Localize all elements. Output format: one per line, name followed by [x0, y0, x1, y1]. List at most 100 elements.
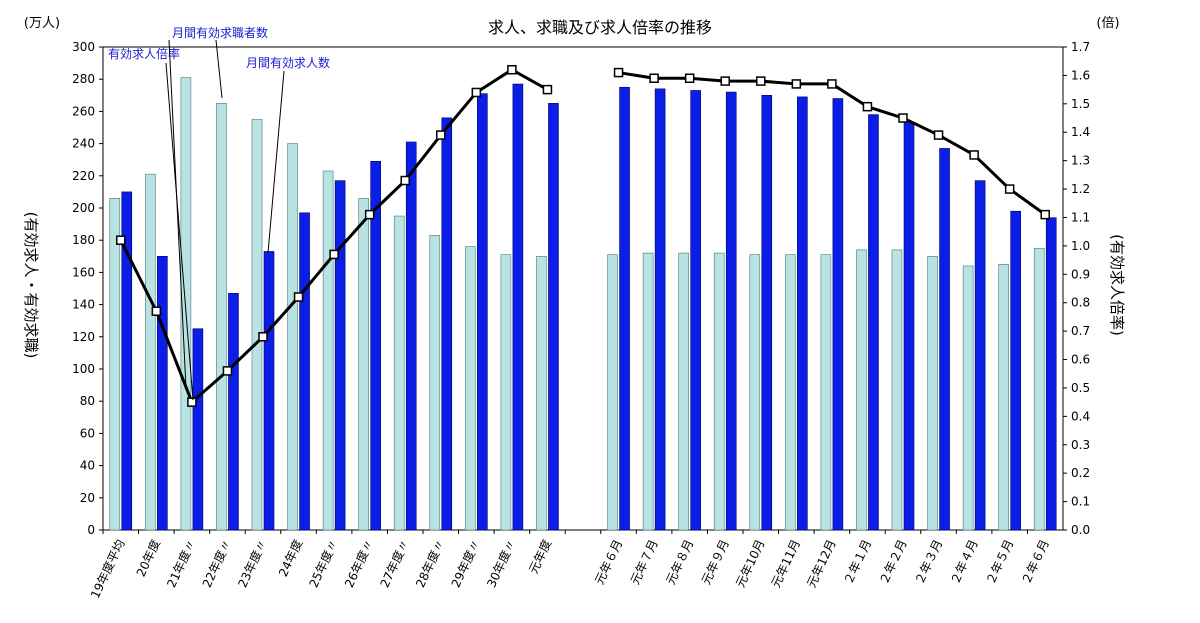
plot-area — [102, 46, 1064, 531]
annotation-ratio: 有効求人倍率 — [108, 46, 194, 401]
bar-openings — [299, 212, 310, 531]
right-tick-label: 1.6 — [1071, 68, 1090, 82]
ratio-point — [436, 130, 446, 140]
bar-openings — [228, 293, 239, 531]
ratio-point — [720, 76, 730, 86]
annotation-seekers: 月間有効求職者数 — [168, 25, 268, 389]
right-tick-label: 1.0 — [1071, 239, 1090, 253]
x-tick-label: 22年度〃 — [199, 537, 234, 590]
bar-openings — [761, 95, 773, 531]
bar-openings — [903, 122, 915, 531]
left-tick-label: 20 — [80, 491, 95, 505]
bar-seekers — [1033, 247, 1045, 531]
left-tick-label: 240 — [72, 137, 95, 151]
left-tick-label: 80 — [80, 394, 95, 408]
bar-openings — [868, 114, 879, 531]
left-unit-label: (万人) — [24, 16, 60, 31]
bar-openings — [939, 148, 950, 531]
bar-seekers — [322, 170, 334, 531]
bar-seekers — [393, 215, 405, 531]
bar-openings — [157, 255, 168, 531]
left-tick-label: 260 — [72, 104, 95, 118]
right-tick-label: 1.5 — [1071, 97, 1090, 111]
x-tick-label: ２年２月 — [877, 537, 910, 586]
ratio-point — [649, 73, 659, 84]
left-tick-label: 60 — [80, 426, 95, 440]
x-tick-label: ２年６月 — [1019, 537, 1052, 586]
x-tick-label: 26年度〃 — [341, 537, 376, 590]
ratio-point — [791, 79, 802, 89]
bar-openings — [1010, 210, 1021, 531]
bar-seekers — [962, 265, 974, 531]
bar-seekers — [785, 254, 796, 531]
bar-seekers — [145, 173, 156, 531]
bar-openings — [405, 141, 417, 531]
bar-seekers — [678, 252, 689, 531]
ratio-point — [400, 175, 410, 186]
right-tick-label: 0.2 — [1071, 466, 1090, 480]
bar-seekers — [216, 103, 227, 531]
x-tick-label: 20年度 — [133, 537, 163, 579]
x-tick-label: 元年９月 — [699, 537, 732, 586]
bar-seekers — [465, 246, 476, 531]
x-tick-label: 30年度〃 — [483, 537, 518, 590]
bar-seekers — [820, 254, 832, 531]
bar-openings — [441, 117, 453, 531]
x-tick-label: 元年11月 — [769, 537, 803, 589]
ratio-point — [613, 67, 624, 78]
ratio-point — [329, 249, 339, 260]
left-axis-title: (有効求人・有効求職) — [22, 212, 40, 359]
right-tick-label: 0.6 — [1071, 353, 1090, 367]
bar-openings — [334, 180, 346, 531]
right-tick-label: 0.3 — [1071, 438, 1090, 452]
x-tick-label: 元年10月 — [733, 537, 767, 589]
x-tick-label: 27年度〃 — [377, 537, 412, 590]
ratio-point — [827, 79, 837, 89]
x-tick-label: ２年４月 — [948, 537, 981, 586]
chart-title: 求人、求職及び求人倍率の推移 — [488, 18, 712, 37]
x-tick-label: 25年度〃 — [306, 537, 341, 590]
bar-openings — [477, 93, 488, 531]
ratio-point — [1004, 184, 1015, 194]
bar-openings — [725, 91, 737, 531]
x-tick-label: ２年５月 — [983, 537, 1016, 586]
right-tick-label: 1.3 — [1071, 154, 1090, 168]
annotation-openings: 月間有効求人数 — [246, 55, 330, 254]
bar-openings — [263, 251, 275, 531]
ratio-line — [116, 64, 1050, 407]
annotation-seekers-label: 月間有効求職者数 — [172, 25, 268, 40]
right-axis-ticks: 0.0 0.1 0.2 0.3 0.4 0.5 0.6 0.7 0.8 0.9 1.0 1.1 1.2 1… — [1063, 40, 1090, 537]
left-tick-label: 0 — [87, 523, 95, 537]
bar-openings — [548, 103, 559, 531]
ratio-point — [542, 84, 553, 95]
ratio-point — [898, 113, 908, 123]
bar-seekers — [536, 255, 547, 531]
ratio-point — [862, 101, 873, 112]
bar-seekers — [109, 198, 121, 531]
right-tick-label: 1.7 — [1071, 40, 1090, 54]
ratio-point — [933, 130, 944, 140]
bar-openings — [654, 88, 666, 531]
x-tick-label: 元年７月 — [628, 537, 661, 586]
x-tick-label: 元年12月 — [804, 537, 838, 589]
bar-seekers — [713, 252, 725, 531]
bar-seekers — [500, 254, 512, 531]
right-tick-label: 0.4 — [1071, 409, 1090, 423]
ratio-point — [756, 76, 766, 86]
left-tick-label: 300 — [72, 40, 95, 54]
bars — [109, 77, 1057, 531]
bar-seekers — [642, 252, 654, 531]
x-tick-label: 元年６月 — [592, 537, 625, 586]
x-tick-label: 24年度 — [275, 537, 305, 579]
right-tick-label: 0.1 — [1071, 495, 1090, 509]
right-tick-label: 1.2 — [1071, 182, 1090, 196]
x-tick-label: 19年度平均 — [87, 537, 127, 601]
ratio-point — [684, 73, 695, 84]
ratio-point — [471, 87, 482, 98]
bar-openings — [974, 180, 986, 531]
left-tick-label: 180 — [72, 233, 95, 247]
bar-openings — [1045, 217, 1057, 531]
ratio-point — [151, 306, 162, 316]
left-tick-label: 140 — [72, 298, 95, 312]
